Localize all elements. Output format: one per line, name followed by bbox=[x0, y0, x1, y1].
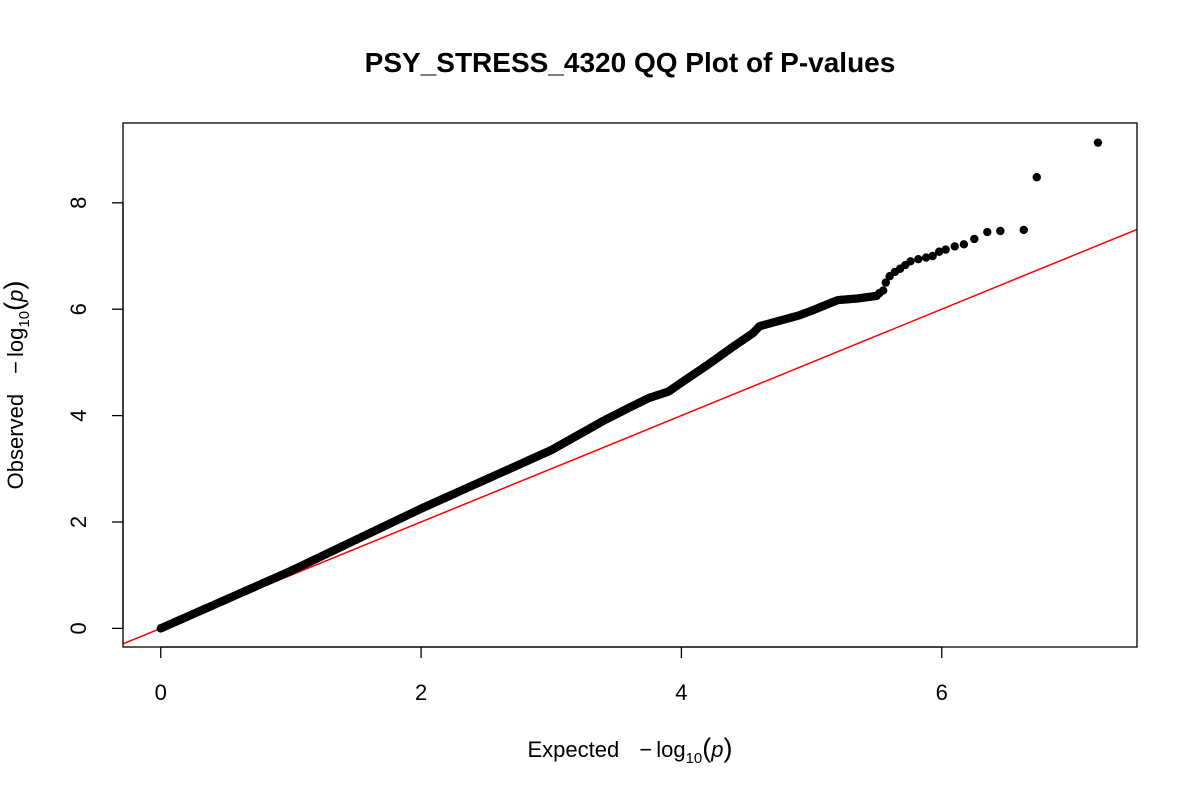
y-tick-label: 8 bbox=[66, 197, 91, 209]
x-tick-label: 4 bbox=[675, 680, 687, 705]
qq-point-top bbox=[1032, 173, 1041, 182]
qq-point-top bbox=[996, 226, 1005, 236]
qq-point-top bbox=[928, 251, 937, 261]
qq-point-top bbox=[934, 247, 944, 256]
y-tick-label: 4 bbox=[66, 409, 91, 421]
y-tick-label: 2 bbox=[66, 516, 91, 528]
x-tick-label: 0 bbox=[155, 680, 167, 705]
qq-point-top bbox=[941, 245, 950, 254]
qq-point-top bbox=[906, 257, 915, 266]
x-tick-label: 6 bbox=[936, 680, 948, 705]
qq-point-top bbox=[914, 254, 923, 264]
qq-point-top bbox=[1093, 138, 1103, 147]
qq-point-top bbox=[878, 286, 888, 295]
qq-point-top bbox=[1019, 225, 1028, 235]
y-tick-label: 6 bbox=[66, 303, 91, 315]
data-points bbox=[156, 138, 1103, 633]
x-axis: 0 2 4 6 bbox=[155, 646, 948, 705]
qq-point-top bbox=[950, 242, 959, 251]
qq-point-top bbox=[921, 253, 931, 262]
y-axis-label: Observed −log10(p) bbox=[0, 281, 33, 490]
qq-point-top bbox=[970, 234, 979, 244]
qq-point-top bbox=[983, 227, 992, 237]
qq-point-top bbox=[881, 278, 890, 287]
plot-frame bbox=[122, 122, 1138, 648]
y-axis: 0 2 4 6 8 bbox=[66, 197, 124, 635]
x-axis-label: Expected − log10(p) bbox=[527, 733, 732, 767]
qq-point-top bbox=[959, 240, 969, 249]
y-tick-label: 0 bbox=[66, 622, 91, 634]
x-tick-label: 2 bbox=[415, 680, 427, 705]
chart-title: PSY_STRESS_4320 QQ Plot of P-values bbox=[365, 47, 896, 78]
